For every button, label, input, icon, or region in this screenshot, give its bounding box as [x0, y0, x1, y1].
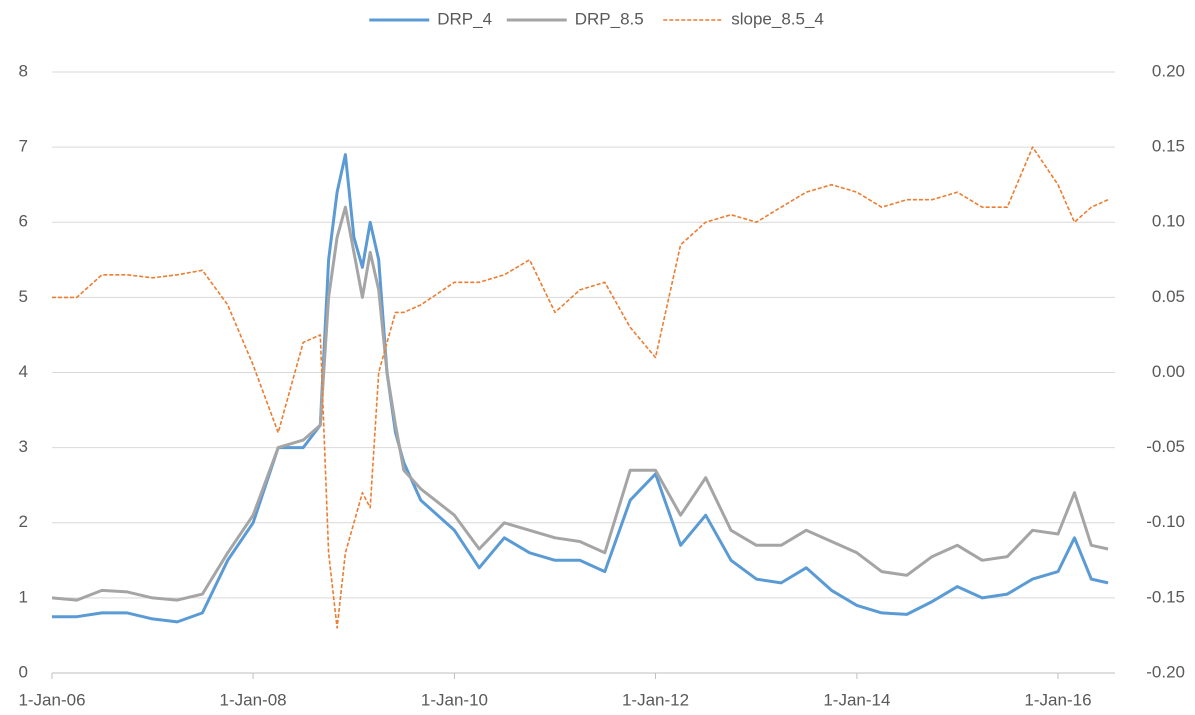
series-line	[51, 205, 1109, 602]
y2-tick-label: 0.00	[1152, 362, 1185, 381]
legend-label: DRP_4	[437, 9, 492, 28]
y2-tick-label: 0.20	[1152, 61, 1185, 80]
y2-tick-label: 0.10	[1152, 212, 1185, 231]
y2-tick-label: 0.15	[1152, 137, 1185, 156]
x-tick-label: 1-Jan-12	[622, 690, 689, 709]
y2-tick-label: 0.05	[1152, 287, 1185, 306]
y2-tick-label: -0.05	[1146, 437, 1185, 456]
y-tick-label: 6	[19, 212, 28, 231]
y-tick-label: 5	[19, 287, 28, 306]
legend-label: slope_8.5_4	[731, 9, 824, 28]
y-tick-label: 1	[19, 587, 28, 606]
y-tick-label: 4	[19, 362, 28, 381]
y2-tick-label: -0.20	[1146, 662, 1185, 681]
x-tick-label: 1-Jan-06	[18, 690, 85, 709]
y-tick-label: 0	[19, 662, 28, 681]
x-tick-label: 1-Jan-16	[1024, 690, 1091, 709]
series-line	[52, 146, 1109, 629]
y-tick-label: 3	[19, 437, 28, 456]
y2-tick-label: -0.15	[1146, 587, 1185, 606]
y-tick-label: 8	[19, 61, 28, 80]
x-tick-label: 1-Jan-08	[220, 690, 287, 709]
x-tick-label: 1-Jan-10	[421, 690, 488, 709]
y2-tick-label: -0.10	[1146, 512, 1185, 531]
y-tick-label: 7	[19, 137, 28, 156]
series-line	[52, 153, 1109, 624]
y-tick-label: 2	[19, 512, 28, 531]
x-tick-label: 1-Jan-14	[823, 690, 890, 709]
legend-label: DRP_8.5	[575, 9, 644, 28]
